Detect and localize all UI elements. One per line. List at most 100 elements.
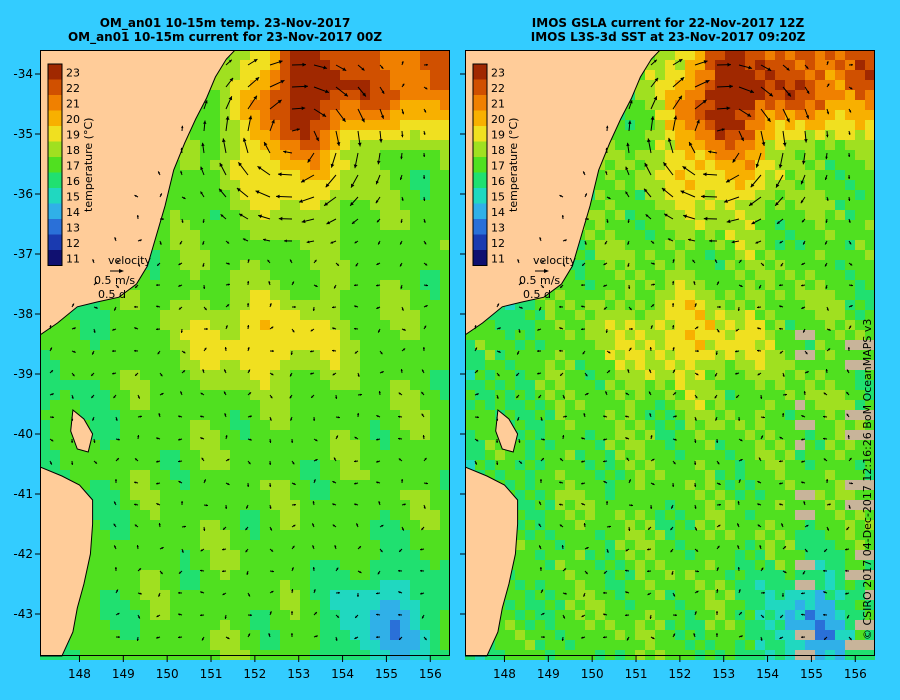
temperature-cell xyxy=(625,470,635,480)
temperature-cell xyxy=(160,220,170,230)
temperature-cell xyxy=(410,580,420,590)
temperature-cell xyxy=(410,440,420,450)
velocity-arrow xyxy=(92,259,95,264)
velocity-arrow xyxy=(133,481,139,484)
temperature-cell xyxy=(585,440,595,450)
temperature-cell xyxy=(280,230,290,240)
temperature-cell xyxy=(655,80,665,90)
temperature-cell xyxy=(595,290,605,300)
temperature-cell xyxy=(575,270,585,280)
temperature-cell xyxy=(250,150,260,160)
temperature-cell xyxy=(440,330,450,340)
temperature-cell xyxy=(865,480,875,490)
temperature-cell xyxy=(865,280,875,290)
temperature-cell xyxy=(260,320,270,330)
temperature-cell xyxy=(390,430,400,440)
temperature-cell xyxy=(745,120,755,130)
temperature-cell xyxy=(845,380,855,390)
temperature-cell xyxy=(695,450,705,460)
temperature-cell xyxy=(645,300,655,310)
temperature-cell xyxy=(845,210,855,220)
temperature-cell xyxy=(210,610,220,620)
velocity-arrow xyxy=(332,480,337,484)
temperature-cell xyxy=(735,170,745,180)
temperature-cell xyxy=(350,370,360,380)
temperature-cell xyxy=(685,440,695,450)
temperature-cell xyxy=(210,450,220,460)
temperature-cell xyxy=(585,460,595,470)
temperature-cell xyxy=(865,370,875,380)
temperature-cell xyxy=(845,140,855,150)
temperature-cell xyxy=(705,110,715,120)
temperature-cell xyxy=(360,100,370,110)
velocity-arrow xyxy=(221,138,227,154)
temperature-cell xyxy=(715,410,725,420)
colorbar-tick-label: 13 xyxy=(66,222,80,235)
temperature-cell xyxy=(605,310,615,320)
temperature-cell xyxy=(755,200,765,210)
temperature-cell xyxy=(745,240,755,250)
temperature-cell xyxy=(40,390,50,400)
temperature-cell xyxy=(180,280,190,290)
temperature-cell xyxy=(585,290,595,300)
temperature-cell xyxy=(430,50,440,60)
temperature-cell xyxy=(815,390,825,400)
temperature-cell xyxy=(350,640,360,650)
temperature-cell xyxy=(230,570,240,580)
temperature-cell xyxy=(270,570,280,580)
velocity-arrow xyxy=(421,614,425,619)
temperature-cell xyxy=(150,380,160,390)
temperature-cell xyxy=(360,110,370,120)
temperature-cell xyxy=(440,470,450,480)
velocity-arrow xyxy=(201,636,205,641)
temperature-cell xyxy=(340,240,350,250)
temperature-cell xyxy=(310,270,320,280)
temperature-cell xyxy=(515,410,525,420)
temperature-cell xyxy=(50,450,60,460)
temperature-cell xyxy=(755,120,765,130)
temperature-cell xyxy=(705,380,715,390)
temperature-cell xyxy=(220,490,230,500)
velocity-arrow xyxy=(113,394,117,399)
velocity-arrow xyxy=(158,522,161,528)
velocity-arrow xyxy=(375,438,381,441)
temperature-cell xyxy=(120,480,130,490)
velocity-arrow xyxy=(115,260,120,264)
temperature-cell xyxy=(330,200,340,210)
temperature-cell xyxy=(605,250,615,260)
temperature-cell xyxy=(410,480,420,490)
temperature-cell xyxy=(430,530,440,540)
temperature-cell xyxy=(430,490,440,500)
temperature-cell xyxy=(240,610,250,620)
temperature-cell xyxy=(725,310,735,320)
velocity-arrow xyxy=(290,632,294,638)
temperature-cell xyxy=(190,350,200,360)
temperature-cell xyxy=(400,410,410,420)
temperature-cell xyxy=(715,90,725,100)
temperature-cell xyxy=(130,490,140,500)
temperature-cell xyxy=(280,570,290,580)
velocity-arrow xyxy=(177,460,183,463)
temperature-cell xyxy=(705,310,715,320)
temperature-cell xyxy=(110,550,120,560)
temperature-cell xyxy=(825,310,835,320)
temperature-cell xyxy=(110,440,120,450)
colorbar-tick-label: 14 xyxy=(66,206,80,219)
temperature-cell xyxy=(735,540,745,550)
temperature-cell xyxy=(210,540,220,550)
temperature-cell xyxy=(835,170,845,180)
temperature-cell xyxy=(440,90,450,100)
temperature-cell xyxy=(290,100,300,110)
temperature-cell xyxy=(310,330,320,340)
temperature-cell xyxy=(120,520,130,530)
temperature-cell xyxy=(705,410,715,420)
temperature-cell xyxy=(440,380,450,390)
velocity-arrow xyxy=(379,524,384,528)
temperature-cell xyxy=(765,60,775,70)
temperature-cell xyxy=(190,460,200,470)
temperature-cell xyxy=(785,410,795,420)
temperature-cell xyxy=(140,320,150,330)
velocity-arrow xyxy=(137,592,142,595)
velocity-arrow xyxy=(400,152,403,160)
temperature-cell xyxy=(595,230,605,240)
